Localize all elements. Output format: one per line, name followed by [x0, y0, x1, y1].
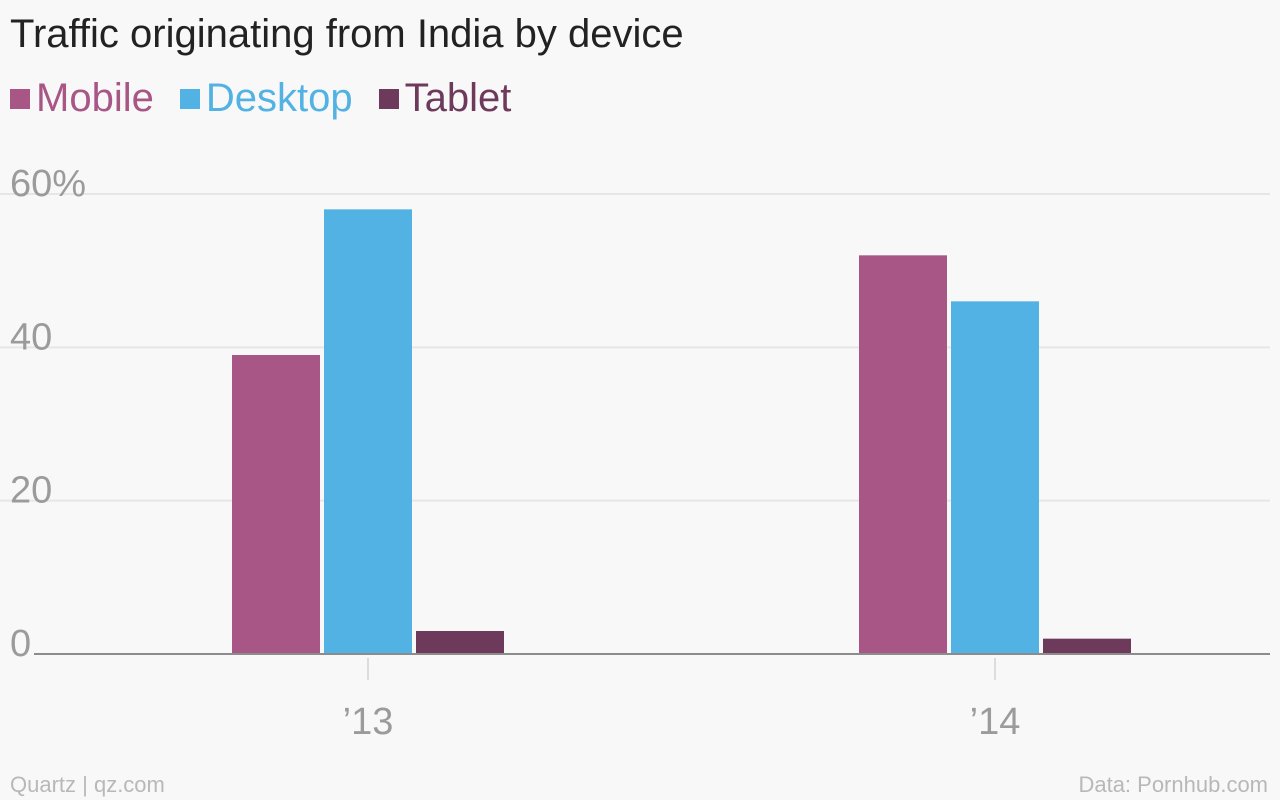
y-tick-label: 20 — [10, 470, 52, 512]
legend-label-mobile: Mobile — [36, 76, 154, 120]
legend-swatch-tablet — [378, 88, 399, 109]
legend-item-tablet: Tablet — [378, 76, 512, 121]
x-tick-label: ’14 — [970, 701, 1021, 743]
chart-title: Traffic originating from India by device — [10, 12, 684, 56]
legend-label-desktop: Desktop — [205, 76, 353, 120]
legend-swatch-mobile — [10, 88, 30, 109]
x-tick-label: ’13 — [343, 701, 394, 743]
bar-mobile-0 — [232, 355, 320, 654]
data-source-text: Data: Pornhub.com — [1078, 772, 1268, 797]
bar-mobile-1 — [859, 255, 947, 655]
legend: Mobile Desktop Tablet — [10, 76, 537, 121]
bar-desktop-1 — [951, 301, 1039, 654]
bar-tablet-0 — [416, 631, 504, 654]
legend-item-desktop: Desktop — [179, 76, 353, 121]
bar-desktop-0 — [324, 209, 412, 655]
y-tick-label: 40 — [10, 316, 52, 358]
bar-tablet-1 — [1043, 638, 1131, 654]
y-tick-label: 60% — [10, 163, 86, 205]
legend-swatch-desktop — [179, 88, 200, 109]
legend-label-tablet: Tablet — [404, 76, 512, 120]
legend-item-mobile: Mobile — [10, 76, 154, 121]
credit-text: Quartz | qz.com — [10, 772, 165, 797]
y-tick-label: 0 — [10, 623, 31, 665]
